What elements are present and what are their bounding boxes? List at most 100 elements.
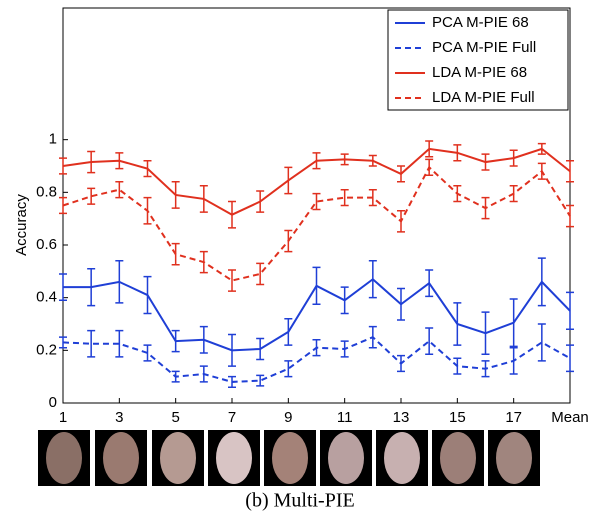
error-bar xyxy=(87,267,96,307)
error-bar xyxy=(537,257,546,307)
x-tick-label: 5 xyxy=(171,409,179,426)
error-bar xyxy=(425,269,434,298)
y-tick-label: 0.4 xyxy=(36,289,57,306)
error-bar xyxy=(453,185,462,203)
x-tick-label: 13 xyxy=(393,409,410,426)
face xyxy=(384,432,420,484)
error-bar xyxy=(453,144,462,162)
error-bar xyxy=(312,192,321,211)
x-tick-label: 15 xyxy=(449,409,466,426)
error-bar xyxy=(228,333,236,367)
face xyxy=(328,432,364,484)
legend-label: LDA M-PIE Full xyxy=(432,89,535,106)
error-bar xyxy=(199,250,208,274)
error-bar xyxy=(199,365,208,383)
error-bar xyxy=(312,152,321,170)
x-tick-label: 11 xyxy=(337,409,353,426)
error-bar xyxy=(397,287,405,321)
error-bar xyxy=(143,275,152,315)
y-axis-label: Accuracy xyxy=(13,194,30,256)
face xyxy=(103,432,139,484)
error-bar xyxy=(256,374,265,387)
error-bar xyxy=(115,152,124,170)
error-bar xyxy=(340,188,349,207)
error-bar xyxy=(397,210,405,233)
error-bar xyxy=(481,311,490,356)
error-bar xyxy=(509,149,518,167)
error-bar xyxy=(368,325,377,349)
error-bar xyxy=(284,317,293,346)
error-bar xyxy=(143,344,152,362)
error-bar xyxy=(453,357,462,375)
y-tick-label: 0.6 xyxy=(36,236,57,253)
caption: (b) Multi-PIE xyxy=(245,490,354,512)
error-bar xyxy=(199,325,208,354)
error-bar xyxy=(425,327,434,356)
error-bar xyxy=(171,370,180,383)
error-bar xyxy=(453,302,462,346)
face xyxy=(440,432,476,484)
legend-box xyxy=(387,9,569,111)
error-bar xyxy=(59,196,67,215)
x-tick-label: Mean xyxy=(551,409,589,426)
legend: PCA M-PIE 68 PCA M-PIE Full LDA M-PIE 68 LD… xyxy=(387,9,569,111)
error-bar xyxy=(59,336,67,349)
y-tick-label: 1 xyxy=(49,131,57,148)
error-bar xyxy=(368,154,377,167)
error-bar xyxy=(481,196,490,220)
error-bar xyxy=(509,298,518,348)
error-bar xyxy=(312,266,321,305)
legend-label: PCA M-PIE Full xyxy=(432,39,536,56)
error-bar xyxy=(115,260,124,304)
face xyxy=(496,432,532,484)
error-bar xyxy=(340,286,349,315)
error-bar xyxy=(171,329,180,353)
x-tick-label: 9 xyxy=(284,409,292,426)
error-bar xyxy=(566,291,574,331)
error-bar xyxy=(566,344,574,373)
error-bar xyxy=(171,181,180,209)
error-bar xyxy=(397,354,405,373)
error-bar xyxy=(397,165,405,183)
error-bar xyxy=(509,185,518,203)
x-tick-label: 7 xyxy=(228,409,236,426)
face xyxy=(160,432,196,484)
error-bar xyxy=(509,346,518,375)
error-bar xyxy=(256,190,265,213)
error-bar xyxy=(87,150,96,174)
face-images xyxy=(38,430,540,486)
error-bar xyxy=(59,273,67,302)
error-bar xyxy=(87,329,96,358)
y-tick-label: 0.8 xyxy=(36,183,57,200)
error-bar xyxy=(425,140,434,158)
error-bar xyxy=(340,340,349,358)
error-bar xyxy=(481,153,490,171)
error-bar xyxy=(143,159,152,178)
error-bar xyxy=(143,196,152,225)
error-bar xyxy=(537,162,546,180)
error-bar xyxy=(566,204,574,228)
error-bar xyxy=(284,166,293,195)
x-tick-label: 17 xyxy=(505,409,522,426)
legend-label: LDA M-PIE 68 xyxy=(432,64,527,81)
error-bar xyxy=(368,260,377,299)
error-bar xyxy=(228,375,236,388)
error-bar xyxy=(284,229,293,253)
error-bar xyxy=(115,329,124,358)
error-bar xyxy=(171,242,180,266)
error-bar xyxy=(228,200,236,229)
error-bar xyxy=(284,360,293,378)
error-bar xyxy=(256,262,265,286)
error-bar xyxy=(340,153,349,166)
x-tick-label: 1 xyxy=(59,409,67,426)
face xyxy=(46,432,82,484)
legend-label: PCA M-PIE 68 xyxy=(432,14,529,31)
error-bar xyxy=(312,339,321,357)
error-bar xyxy=(368,188,377,207)
error-bar xyxy=(537,142,546,155)
error-bar xyxy=(425,158,434,176)
error-bar xyxy=(481,360,490,378)
face xyxy=(216,432,252,484)
error-bar xyxy=(59,157,67,175)
